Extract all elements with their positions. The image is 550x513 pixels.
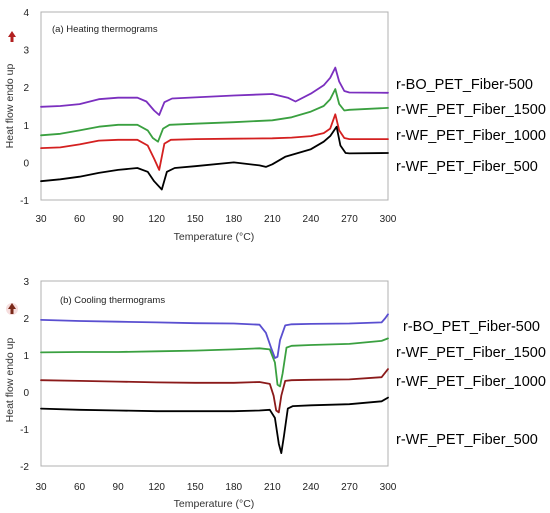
cooling-x-tick-label: 30 — [35, 482, 47, 493]
heating-x-tick-label: 210 — [264, 214, 281, 225]
heating-series-r-wf-pet-fiber-500 — [40, 125, 389, 191]
heating-y-tick-label: 4 — [23, 8, 29, 19]
cooling-y-tick-label: -2 — [20, 462, 29, 473]
cooling-panel-title: (b) Cooling thermograms — [60, 295, 165, 306]
heating-series-r-wf-pet-fiber-1500 — [40, 88, 389, 143]
cooling-legend: r-BO_PET_Fiber-500 r-WF_PET_Fiber_1500 r… — [396, 319, 546, 448]
cooling-y-axis-label: Heat flow endo up — [4, 338, 16, 423]
cooling-x-tick-label: 60 — [74, 482, 86, 493]
cooling-y-tick-label: -1 — [20, 425, 29, 436]
heating-y-axis-label: Heat flow endo up — [4, 64, 16, 149]
cooling-x-axis-label: Temperature (°C) — [174, 498, 255, 510]
heating-panel: (a) Heating thermograms Heat flow endo u… — [4, 8, 546, 243]
heating-x-axis-label: Temperature (°C) — [174, 231, 255, 243]
cooling-x-tick-label: 90 — [113, 482, 125, 493]
heating-legend: r-BO_PET_Fiber-500 r-WF_PET_Fiber_1500 r… — [396, 77, 546, 175]
heating-x-tick-label: 300 — [380, 214, 397, 225]
heating-x-tick-label: 60 — [74, 214, 86, 225]
cooling-panel: (b) Cooling thermograms Heat flow endo u… — [4, 277, 546, 510]
heating-series-r-wf-pet-fiber-1000 — [40, 113, 389, 171]
cooling-x-tick-label: 150 — [187, 482, 204, 493]
cooling-x-tick-label: 300 — [380, 482, 397, 493]
cooling-legend-r-wf-1500: r-WF_PET_Fiber_1500 — [396, 345, 546, 361]
heating-legend-r-wf-500: r-WF_PET_Fiber_500 — [396, 159, 538, 175]
heating-y-tick-label: 0 — [23, 158, 29, 169]
cooling-series-r-bo-pet-fiber-500 — [40, 313, 389, 359]
cooling-y-tick-label: 3 — [23, 277, 29, 288]
cooling-series-r-wf-pet-fiber-500 — [40, 396, 389, 455]
cooling-x-tick-label: 270 — [341, 482, 358, 493]
cooling-x-tick-label: 180 — [225, 482, 242, 493]
heating-x-tick-label: 30 — [35, 214, 47, 225]
heating-panel-title: (a) Heating thermograms — [52, 24, 158, 35]
cooling-y-tick-label: 0 — [23, 388, 29, 399]
cooling-x-tick-label: 210 — [264, 482, 281, 493]
heating-legend-r-wf-1500: r-WF_PET_Fiber_1500 — [396, 102, 546, 118]
heating-x-tick-label: 240 — [303, 214, 320, 225]
cooling-y-tick-label: 1 — [23, 351, 29, 362]
heating-x-tick-label: 180 — [225, 214, 242, 225]
heating-x-tick-label: 270 — [341, 214, 358, 225]
heating-legend-r-bo-500: r-BO_PET_Fiber-500 — [396, 77, 533, 93]
heating-series-r-bo-pet-fiber-500 — [40, 66, 389, 116]
heating-y-tick-label: 2 — [23, 83, 29, 94]
cooling-series-r-wf-pet-fiber-1000 — [40, 368, 389, 414]
heating-x-tick-label: 120 — [148, 214, 165, 225]
cooling-x-tick-label: 240 — [303, 482, 320, 493]
heating-x-tick-label: 90 — [113, 214, 125, 225]
cooling-legend-r-wf-1000: r-WF_PET_Fiber_1000 — [396, 374, 546, 390]
heating-y-tick-label: 3 — [23, 46, 29, 57]
cooling-y-tick-label: 2 — [23, 314, 29, 325]
cooling-x-tick-label: 120 — [148, 482, 165, 493]
cooling-arrow-icon — [6, 303, 18, 315]
heating-y-tick-label: -1 — [20, 196, 29, 207]
heating-arrow-icon — [8, 31, 16, 42]
heating-x-tick-label: 150 — [187, 214, 204, 225]
cooling-legend-r-bo-500: r-BO_PET_Fiber-500 — [403, 319, 540, 335]
cooling-plot-frame — [40, 280, 389, 467]
heating-legend-r-wf-1000: r-WF_PET_Fiber_1000 — [396, 128, 546, 144]
cooling-series-r-wf-pet-fiber-1500 — [40, 337, 389, 388]
cooling-legend-r-wf-500: r-WF_PET_Fiber_500 — [396, 432, 538, 448]
heating-plot-frame — [40, 11, 389, 201]
heating-y-tick-label: 1 — [23, 121, 29, 132]
